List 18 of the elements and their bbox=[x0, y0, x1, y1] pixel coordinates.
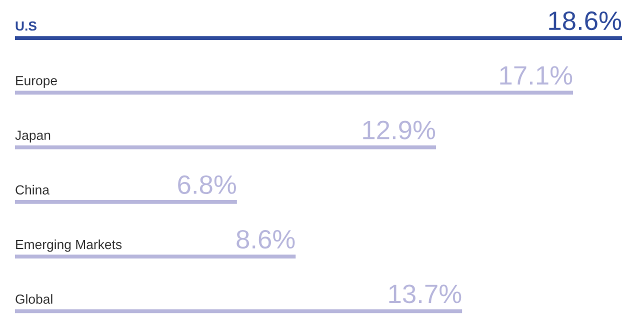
bar bbox=[15, 254, 296, 258]
y-tick-label: Emerging Markets bbox=[16, 240, 122, 252]
bar bbox=[15, 36, 622, 40]
data-label: 8.6% bbox=[236, 230, 295, 249]
y-tick-label: Global bbox=[16, 294, 52, 304]
bar bbox=[15, 309, 462, 314]
data-label: 13.7% bbox=[389, 284, 462, 304]
y-tick-label: U.S bbox=[16, 21, 36, 31]
bar bbox=[15, 90, 574, 95]
data-label: 12.9% bbox=[363, 120, 436, 140]
bar bbox=[15, 145, 436, 150]
y-tick-label: China bbox=[16, 184, 50, 195]
data-label: 6.8% bbox=[178, 175, 236, 194]
y-tick-label: Europe bbox=[16, 76, 57, 88]
bar bbox=[15, 200, 237, 204]
data-label: 17.1% bbox=[500, 66, 572, 85]
y-tick-label: Japan bbox=[15, 130, 50, 143]
data-label: 18.6% bbox=[549, 11, 622, 30]
